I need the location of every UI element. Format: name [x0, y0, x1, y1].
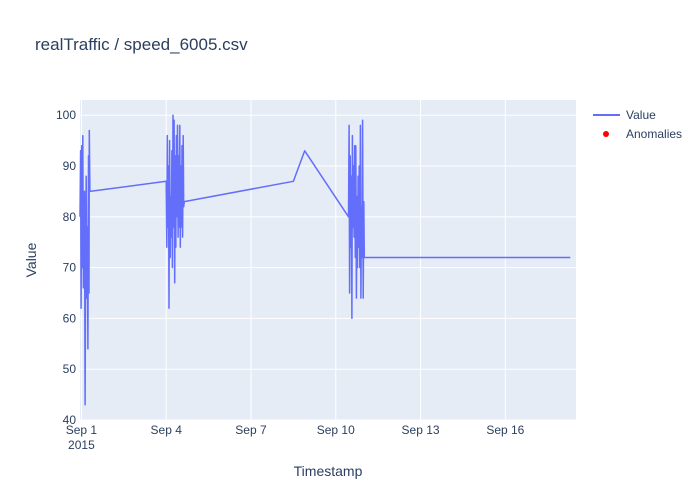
x-tick-label: Sep 13 [402, 423, 440, 437]
y-tick-label: 100 [56, 108, 76, 122]
series-layer [79, 114, 571, 406]
y-tick-label: 40 [63, 413, 77, 427]
x-tick-sublabel: 2015 [68, 438, 95, 452]
plot-area[interactable] [80, 100, 576, 420]
x-tick-label: Sep 4 [151, 423, 183, 437]
legend-item-value[interactable]: Value [593, 108, 656, 122]
y-axis-title: Value [23, 242, 39, 277]
x-axis-title: Timestamp [294, 463, 363, 479]
x-tick-label: Sep 7 [235, 423, 267, 437]
series-line-value[interactable] [79, 114, 571, 406]
legend-item-anomalies[interactable]: Anomalies [603, 127, 682, 141]
y-tick-label: 60 [63, 311, 77, 325]
y-tick-label: 90 [63, 159, 77, 173]
legend-label-value: Value [626, 108, 656, 122]
y-tick-label: 70 [63, 261, 77, 275]
legend: Value Anomalies [593, 108, 682, 141]
x-tick-label: Sep 16 [486, 423, 524, 437]
chart-title: realTraffic / speed_6005.csv [35, 35, 248, 54]
y-axis-ticks: 40 50 60 70 80 90 100 [56, 108, 76, 427]
legend-label-anomalies: Anomalies [626, 127, 682, 141]
y-tick-label: 80 [63, 210, 77, 224]
x-tick-label: Sep 10 [317, 423, 355, 437]
legend-swatch-anomalies [603, 131, 609, 137]
x-tick-label: Sep 1 [66, 423, 98, 437]
y-tick-label: 50 [63, 362, 77, 376]
